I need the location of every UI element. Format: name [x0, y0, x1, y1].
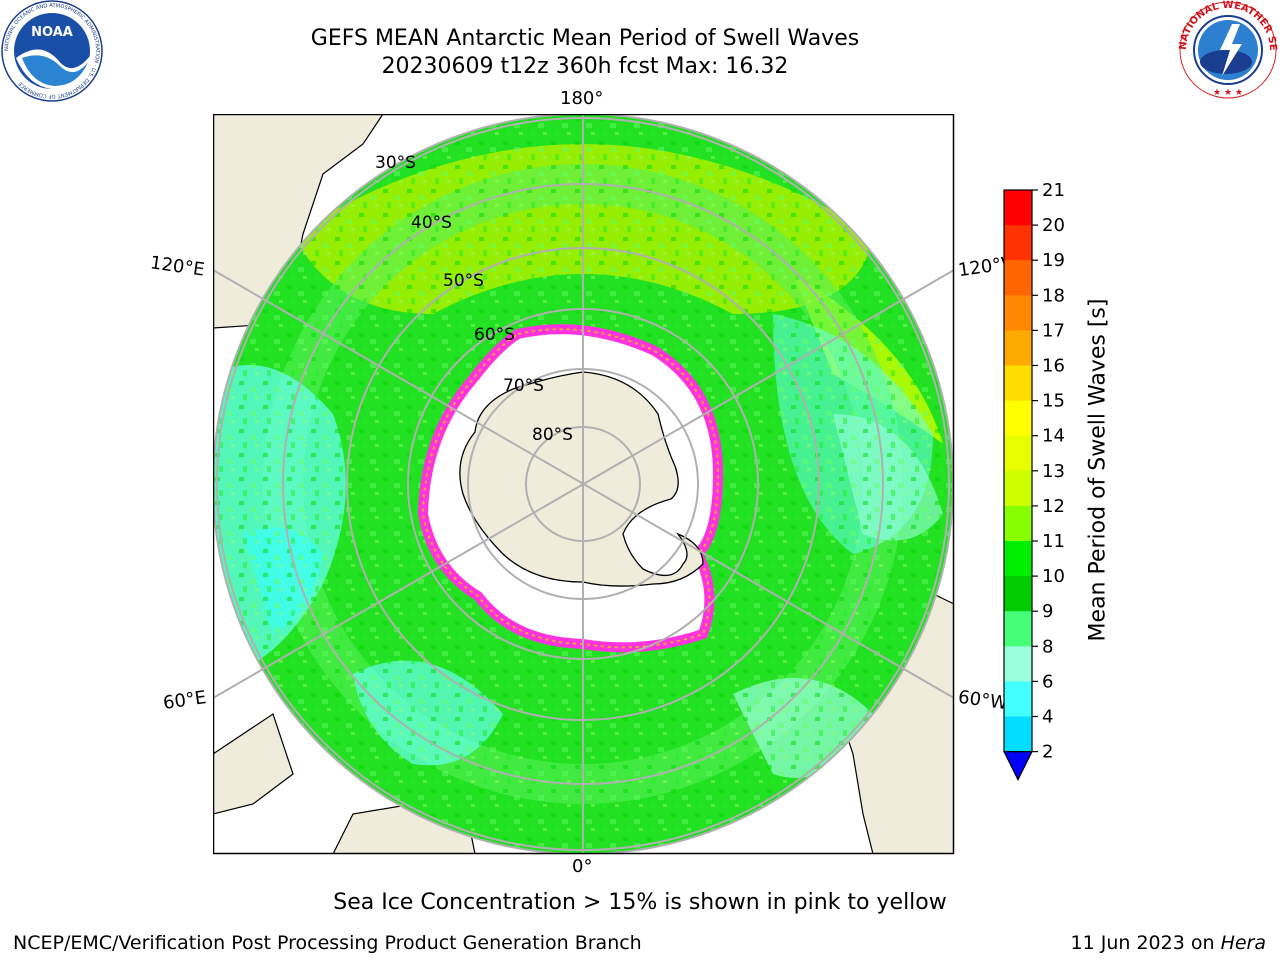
colorbar-tick-label: 15 [1042, 391, 1065, 412]
colorbar-tick-label: 18 [1042, 285, 1065, 306]
lon-label-0: 0° [572, 856, 593, 877]
colorbar-segment [1004, 470, 1032, 507]
colorbar-segment [1004, 295, 1032, 331]
colorbar-tick-label: 13 [1042, 461, 1065, 482]
colorbar-segment [1004, 716, 1032, 753]
footer-credit: NCEP/EMC/Verification Post Processing Pr… [13, 932, 642, 954]
colorbar-tick-label: 20 [1042, 215, 1065, 236]
chart-subtitle: 20230609 t12z 360h fcst Max: 16.32 [381, 54, 789, 79]
colorbar-label: Mean Period of Swell Waves [s] [1085, 298, 1111, 642]
noaa-logo-text: NOAA [31, 25, 73, 40]
colorbar-segment [1004, 190, 1032, 226]
svg-text:★ ★ ★: ★ ★ ★ [1213, 88, 1243, 98]
colorbar-segment [1004, 225, 1032, 261]
colorbar-tick-label: 9 [1042, 601, 1053, 622]
colorbar-tick-label: 19 [1042, 250, 1065, 271]
noaa-logo: NOAA NATIONAL OCEANIC AND ATMOSPHERIC AD… [1, 0, 103, 102]
footer-date-text: 11 Jun 2023 on [1070, 932, 1221, 954]
colorbar-segment [1004, 541, 1032, 577]
colorbar-tick-label: 21 [1042, 180, 1065, 201]
antarctica [459, 371, 704, 587]
lat-label-60s: 60°S [474, 325, 515, 345]
footer-machine: Hera [1220, 932, 1266, 954]
lon-label-180: 180° [560, 88, 604, 109]
lat-label-30s: 30°S [375, 153, 416, 173]
colorbar-segment [1004, 260, 1032, 296]
colorbar-segment [1004, 646, 1032, 682]
polar-map: 30°S 40°S 50°S 60°S 70°S 80°S [213, 114, 955, 855]
colorbar-segment [1004, 435, 1032, 472]
colorbar-segment [1004, 576, 1032, 612]
lon-label-60e: 60°E [161, 687, 208, 714]
colorbar-tick-label: 10 [1042, 566, 1065, 587]
map-frame-border [213, 114, 955, 855]
colorbar-tick-label: 4 [1042, 707, 1053, 728]
colorbar-segment [1004, 505, 1032, 542]
colorbar-segment [1004, 330, 1032, 366]
colorbar-tick-label: 14 [1042, 426, 1065, 447]
colorbar-segment [1004, 681, 1032, 717]
colorbar-segment [1004, 365, 1032, 402]
colorbar-tick-label: 12 [1042, 496, 1065, 517]
colorbar-tick-label: 16 [1042, 356, 1065, 377]
colorbar-extend-arrow [1003, 751, 1033, 781]
nws-logo: NATIONAL WEATHER SERVICE ★ ★ ★ [1176, 0, 1278, 99]
colorbar: 21 20 19 18 17 16 15 14 13 12 11 10 9 8 6 4 2 [1003, 180, 1065, 781]
lat-label-80s: 80°S [532, 425, 573, 445]
colorbar-tick-label: 17 [1042, 320, 1065, 341]
colorbar-segment [1004, 611, 1032, 647]
colorbar-segment [1004, 400, 1032, 437]
footer-date: 11 Jun 2023 on Hera [1071, 932, 1266, 954]
colorbar-tick-label: 2 [1042, 742, 1053, 763]
colorbar-tick-label: 6 [1042, 671, 1053, 692]
colorbar-tick-label: 8 [1042, 636, 1053, 657]
lat-label-70s: 70°S [503, 376, 544, 396]
lat-label-40s: 40°S [411, 213, 452, 233]
lon-label-120e: 120°E [148, 252, 206, 281]
lat-label-50s: 50°S [443, 271, 484, 291]
chart-title: GEFS MEAN Antarctic Mean Period of Swell… [310, 26, 860, 51]
sea-ice-note: Sea Ice Concentration > 15% is shown in … [333, 890, 947, 915]
colorbar-tick-label: 11 [1042, 531, 1065, 552]
